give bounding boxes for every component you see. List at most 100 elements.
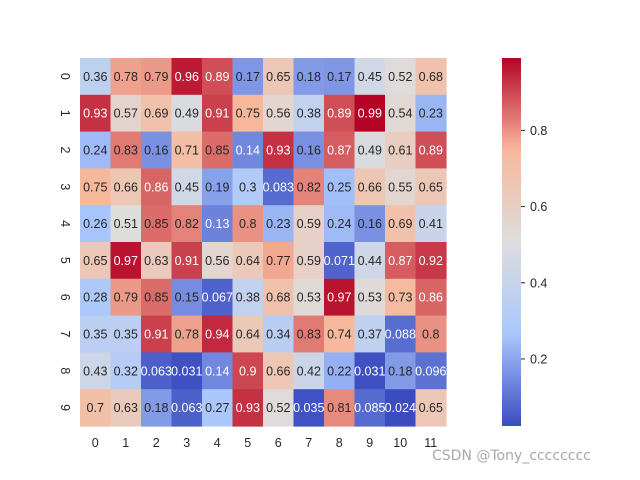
heatmap-annotation-r9-c0: 0.7 — [87, 401, 104, 415]
x-tick-label-9: 9 — [366, 436, 373, 450]
heatmap-annotation-r2-c6: 0.93 — [266, 144, 290, 158]
y-tick-label-6: 6 — [58, 294, 72, 301]
heatmap-cell-r6-c10 — [385, 278, 417, 317]
heatmap-cell-r9-c8 — [324, 389, 356, 427]
heatmap-cell-r0-c4 — [202, 58, 234, 96]
heatmap-cell-r4-c8 — [324, 205, 356, 243]
heatmap-annotation-r7-c3: 0.78 — [175, 328, 199, 342]
heatmap-annotation-r7-c1: 0.35 — [114, 328, 138, 342]
heatmap-cell-r4-c0 — [80, 205, 112, 243]
watermark-text: CSDN @Tony_cccccccc — [432, 448, 591, 464]
heatmap-cell-r8-c5 — [232, 352, 264, 390]
heatmap-cell-r9-c7 — [293, 389, 325, 427]
x-tick-label-11: 11 — [424, 436, 437, 450]
heatmap-annotation-r6-c9: 0.53 — [358, 291, 382, 305]
x-tick-label-4: 4 — [214, 436, 221, 450]
heatmap-cell-r5-c9 — [354, 242, 386, 280]
heatmap-annotation-r7-c5: 0.64 — [236, 328, 260, 342]
heatmap-cell-r4-c4 — [202, 205, 234, 243]
y-tick-label-1: 1 — [58, 110, 72, 117]
heatmap-annotation-r9-c5: 0.93 — [236, 401, 260, 415]
colorbar-tick-label-2: 0.6 — [530, 200, 547, 214]
heatmap-annotation-r6-c4: 0.067 — [202, 291, 233, 305]
heatmap-cell-r7-c7 — [293, 315, 325, 353]
heatmap-annotation-r2-c2: 0.16 — [144, 144, 168, 158]
heatmap-cell-r8-c6 — [263, 352, 295, 390]
heatmap-cell-r0-c8 — [324, 58, 356, 96]
heatmap-annotation-r4-c3: 0.82 — [175, 217, 199, 231]
heatmap-cell-r1-c4 — [202, 94, 234, 133]
x-tick-label-1: 1 — [122, 436, 129, 450]
heatmap-annotation-r4-c0: 0.26 — [83, 217, 107, 231]
y-tick-label-2: 2 — [58, 147, 72, 154]
heatmap-annotation-r3-c1: 0.66 — [114, 180, 138, 194]
heatmap-cell-r3-c11 — [415, 168, 447, 206]
heatmap-cell-r7-c3 — [171, 315, 203, 353]
heatmap-cell-r5-c5 — [232, 242, 264, 280]
heatmap-cell-r1-c2 — [141, 94, 173, 133]
y-tick-label-8: 8 — [58, 367, 72, 374]
heatmap-cell-r1-c11 — [415, 94, 447, 133]
heatmap-annotation-r3-c2: 0.86 — [144, 180, 168, 194]
heatmap-cell-r0-c0 — [80, 58, 112, 96]
heatmap-cell-r7-c6 — [263, 315, 295, 353]
heatmap-annotation-r2-c8: 0.87 — [327, 144, 351, 158]
heatmap-annotation-r7-c4: 0.94 — [205, 328, 229, 342]
heatmap-annotation-r7-c2: 0.91 — [144, 328, 168, 342]
heatmap-cell-r1-c10 — [385, 94, 417, 133]
heatmap-cell-r2-c10 — [385, 131, 417, 169]
colorbar-tick-label-1: 0.4 — [530, 276, 547, 290]
heatmap-cell-r1-c7 — [293, 94, 325, 133]
heatmap-cell-r1-c0 — [80, 94, 112, 133]
heatmap-cell-r4-c1 — [110, 205, 142, 243]
heatmap-cell-r8-c11 — [415, 352, 447, 390]
heatmap-cell-r3-c9 — [354, 168, 386, 206]
heatmap-cell-r4-c9 — [354, 205, 386, 243]
heatmap-cell-r8-c0 — [80, 352, 112, 390]
heatmap-annotation-r6-c2: 0.85 — [144, 291, 168, 305]
heatmap-annotation-r7-c8: 0.74 — [327, 328, 351, 342]
heatmap-cell-r3-c5 — [232, 168, 264, 206]
heatmap-annotation-r3-c0: 0.75 — [83, 180, 107, 194]
heatmap-annotation-r6-c1: 0.79 — [114, 291, 138, 305]
x-axis-ticks: 0 1 2 3 4 5 6 7 8 9 10 11 — [92, 436, 438, 450]
heatmap-annotation-r2-c11: 0.89 — [419, 144, 443, 158]
heatmap-cell-r3-c2 — [141, 168, 173, 206]
heatmap-annotation-r1-c10: 0.54 — [388, 107, 412, 121]
heatmap-cell-r2-c9 — [354, 131, 386, 169]
heatmap-cell-r1-c3 — [171, 94, 203, 133]
heatmap-annotation-r6-c6: 0.68 — [266, 291, 290, 305]
heatmap-annotation-r0-c8: 0.17 — [327, 70, 351, 84]
heatmap-annotation-r8-c0: 0.43 — [83, 364, 107, 378]
heatmap-cell-r3-c0 — [80, 168, 112, 206]
heatmap-annotation-r7-c6: 0.34 — [266, 328, 290, 342]
heatmap-cell-r0-c6 — [263, 58, 295, 96]
heatmap-annotation-r3-c3: 0.45 — [175, 180, 199, 194]
heatmap-cell-r5-c0 — [80, 242, 112, 280]
heatmap-annotations: 0.36 0.78 0.79 0.96 0.89 0.17 0.65 0.18 0.17 0.45… — [83, 70, 446, 415]
heatmap-annotation-r9-c9: 0.085 — [354, 401, 385, 415]
heatmap-cell-r0-c11 — [415, 58, 447, 96]
heatmap-cell-r4-c5 — [232, 205, 264, 243]
heatmap-annotation-r3-c11: 0.65 — [419, 180, 443, 194]
heatmap-annotation-r5-c10: 0.87 — [388, 254, 412, 268]
heatmap-annotation-r0-c10: 0.52 — [388, 70, 412, 84]
heatmap-annotation-r5-c8: 0.071 — [324, 254, 355, 268]
heatmap-cell-r8-c4 — [202, 352, 234, 390]
heatmap-cell-r6-c5 — [232, 278, 264, 317]
heatmap-annotation-r4-c4: 0.13 — [205, 217, 229, 231]
heatmap-annotation-r3-c9: 0.66 — [358, 180, 382, 194]
heatmap-cell-r1-c9 — [354, 94, 386, 133]
heatmap-cell-r6-c7 — [293, 278, 325, 317]
heatmap-cell-r4-c6 — [263, 205, 295, 243]
heatmap-annotation-r7-c7: 0.83 — [297, 328, 321, 342]
heatmap-cell-r9-c4 — [202, 389, 234, 427]
heatmap-annotation-r9-c11: 0.65 — [419, 401, 443, 415]
x-tick-label-7: 7 — [305, 436, 312, 450]
heatmap-cell-r3-c8 — [324, 168, 356, 206]
heatmap-cell-r0-c2 — [141, 58, 173, 96]
x-tick-label-8: 8 — [336, 436, 343, 450]
y-tick-label-5: 5 — [58, 257, 72, 264]
heatmap-annotation-r4-c6: 0.23 — [266, 217, 290, 231]
heatmap-cell-r6-c9 — [354, 278, 386, 317]
